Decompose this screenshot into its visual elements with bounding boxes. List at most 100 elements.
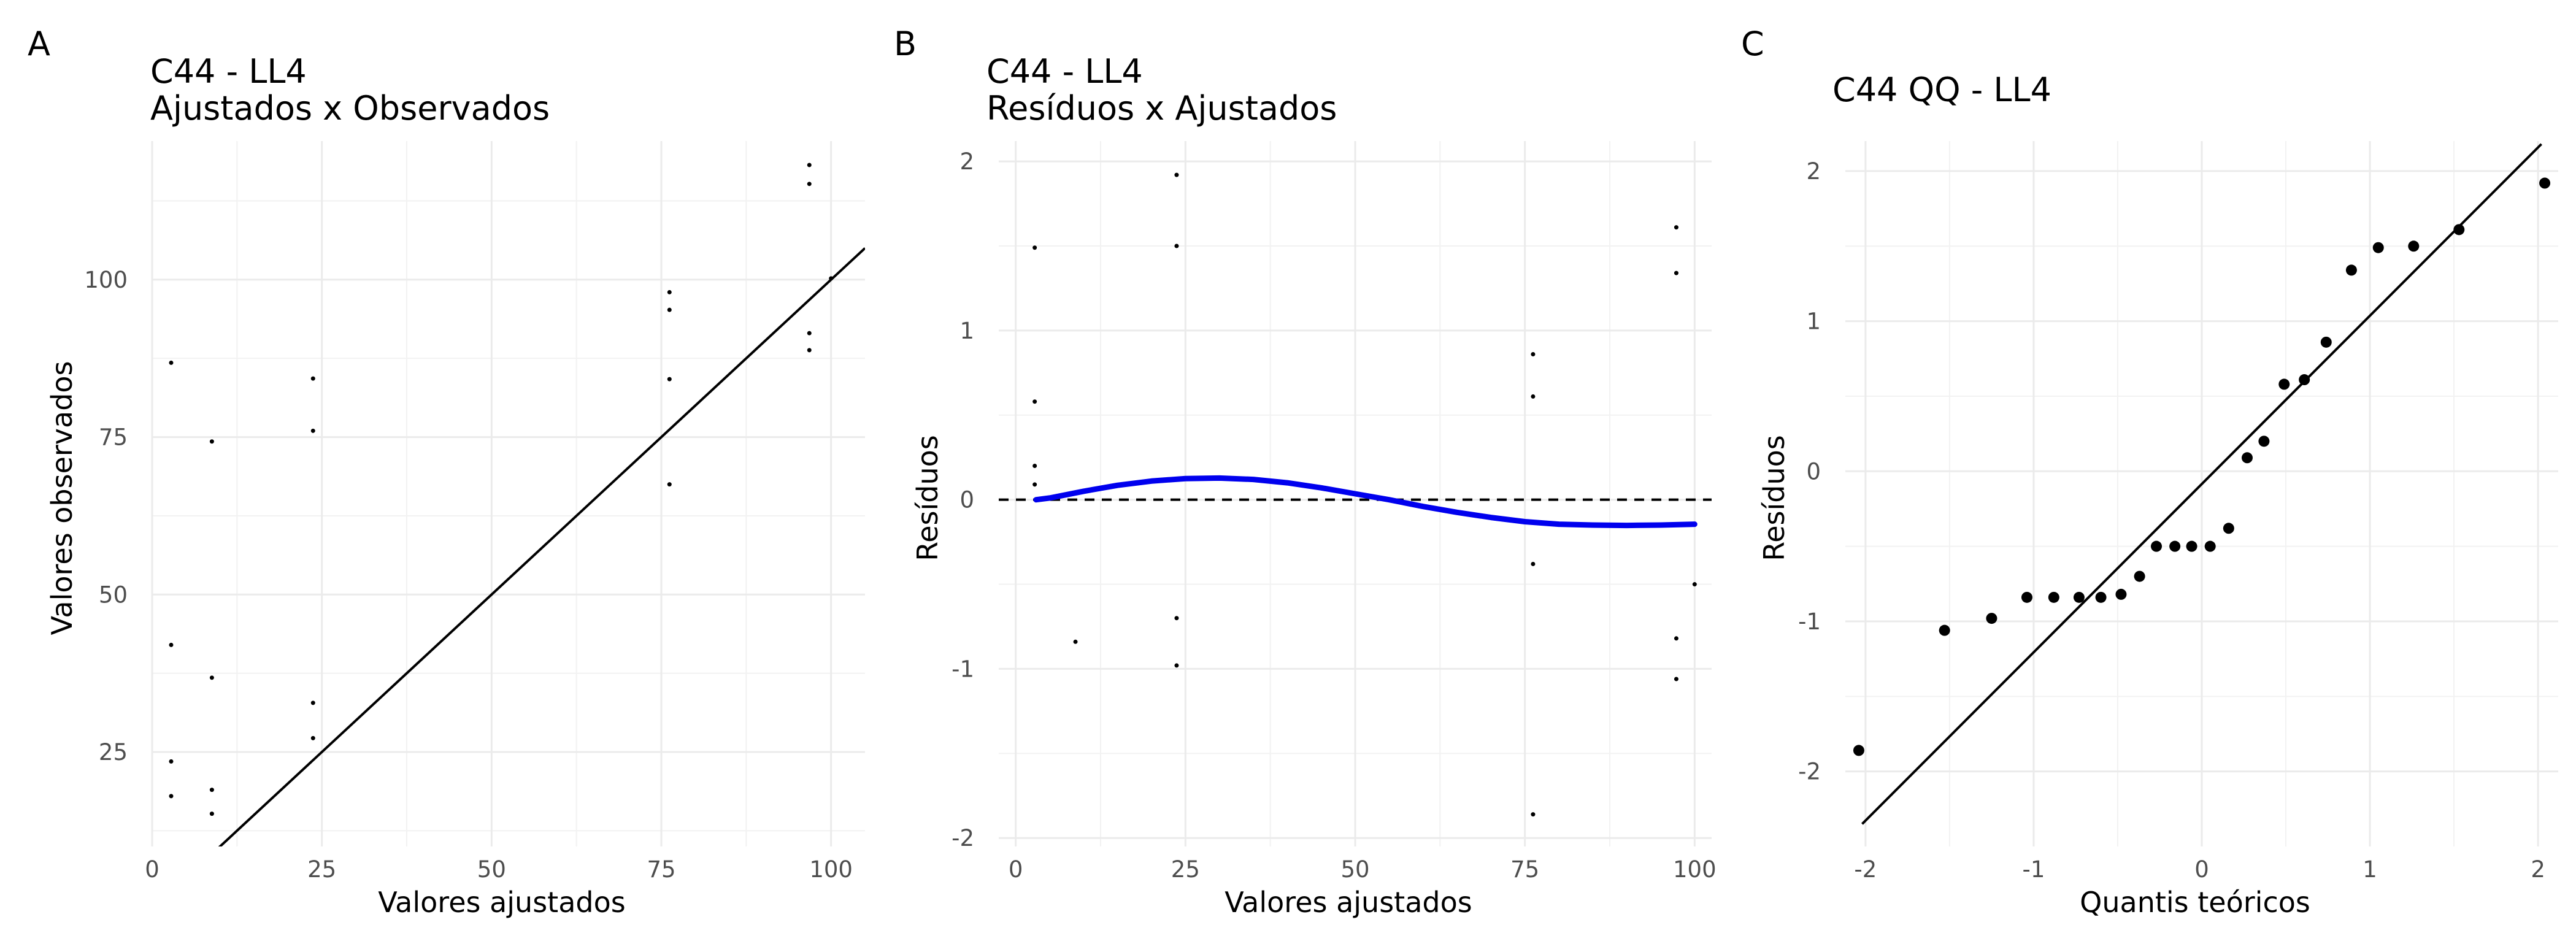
data-point	[169, 759, 174, 764]
data-point	[1032, 482, 1037, 487]
x-tick-label: 100	[809, 856, 853, 883]
panel-c-xlabel: Quantis teóricos	[2080, 886, 2310, 919]
data-point	[209, 812, 214, 816]
y-tick-label: 75	[99, 424, 128, 451]
data-point	[1531, 351, 1536, 356]
panel-a: A C44 - LL4 Ajustados x Observados 0 25 50…	[28, 25, 865, 919]
x-tick-label: 75	[647, 856, 675, 883]
data-point	[310, 376, 315, 381]
plot-layer	[999, 172, 1712, 817]
data-point	[667, 290, 672, 294]
panel-a-tag: A	[28, 25, 50, 63]
panel-b-ylabel: Resíduos	[911, 435, 944, 561]
data-point	[2408, 240, 2420, 252]
x-tick-label: 2	[2531, 856, 2545, 883]
panel-a-title-line-1: C44 - LL4	[150, 52, 307, 91]
panel-c-plot: -2 -1 0 1 2 -2 -1 0 1 2	[1798, 141, 2558, 883]
x-tick-label: 75	[1510, 856, 1539, 883]
data-point	[807, 163, 812, 167]
data-point	[2169, 540, 2181, 552]
x-tick-label: -2	[1854, 856, 1877, 883]
data-point	[1939, 624, 1950, 636]
data-point	[310, 700, 315, 705]
data-point	[2204, 540, 2216, 552]
data-point	[1174, 244, 1179, 248]
data-point	[829, 276, 834, 281]
data-point	[2048, 591, 2059, 603]
y-tick-label: 25	[99, 739, 128, 766]
data-point	[1174, 616, 1179, 621]
data-point	[1073, 639, 1078, 644]
y-tick-label: 2	[959, 148, 974, 175]
data-point	[1531, 812, 1536, 817]
panel-c: C C44 QQ - LL4 -2 -1 0 1 2 -2 -1 0 1 2 Quantis te…	[1741, 25, 2558, 919]
data-point	[667, 307, 672, 312]
reference-line	[1861, 143, 2543, 825]
data-point	[1032, 463, 1037, 468]
x-tick-label: 0	[145, 856, 160, 883]
x-tick-label: 25	[1171, 856, 1200, 883]
data-point	[2299, 374, 2310, 386]
data-point	[2073, 591, 2085, 603]
data-point	[209, 439, 214, 444]
smooth-curve	[1033, 475, 1697, 529]
y-tick-label: 0	[959, 487, 974, 513]
data-point	[209, 675, 214, 680]
y-tick-label: -1	[1798, 608, 1821, 635]
data-point	[2278, 378, 2290, 390]
y-tick-label: 1	[959, 318, 974, 344]
data-point	[209, 788, 214, 792]
data-point	[169, 642, 174, 647]
data-point	[667, 482, 672, 487]
data-point	[2151, 540, 2163, 552]
data-point	[2095, 591, 2107, 603]
data-point	[1986, 613, 1997, 624]
y-tick-label: 2	[1806, 158, 1821, 185]
data-point	[807, 348, 812, 353]
x-tick-label: -1	[2022, 856, 2045, 883]
data-point	[1674, 225, 1678, 230]
data-point	[310, 735, 315, 740]
data-point	[807, 182, 812, 186]
y-tick-label: -2	[1798, 759, 1821, 785]
y-tick-label: 1	[1806, 309, 1821, 335]
data-point	[807, 331, 812, 336]
panel-b: B C44 - LL4 Resíduos x Ajustados 0 25 50 75…	[894, 25, 1717, 919]
data-point	[1674, 677, 1678, 681]
y-tick-label: -2	[952, 825, 974, 851]
y-tick-label: 0	[1806, 458, 1821, 485]
data-point	[2115, 588, 2127, 600]
data-point	[2320, 336, 2332, 348]
data-point	[2258, 436, 2270, 447]
y-tick-label: -1	[952, 656, 974, 682]
x-tick-label: 0	[2194, 856, 2209, 883]
data-point	[1692, 582, 1697, 587]
data-point	[1674, 271, 1678, 275]
y-tick-label: 100	[84, 267, 128, 293]
x-tick-label: 25	[307, 856, 336, 883]
y-tick-label: 50	[99, 581, 128, 608]
data-point	[169, 794, 174, 799]
data-point	[2372, 242, 2384, 253]
data-point	[2345, 264, 2357, 276]
panel-b-plot: 0 25 50 75 100 -2 -1 0 1 2	[952, 141, 1717, 883]
panel-b-title-line-1: C44 - LL4	[986, 52, 1143, 91]
data-point	[1853, 745, 1864, 756]
data-point	[2223, 523, 2234, 534]
panel-a-ylabel: Valores observados	[45, 361, 79, 635]
data-point	[1531, 394, 1536, 399]
data-point	[2453, 224, 2465, 236]
data-point	[169, 360, 174, 365]
data-point	[1032, 399, 1037, 404]
data-point	[667, 377, 672, 382]
data-point	[2539, 177, 2551, 189]
x-tick-label: 50	[1340, 856, 1369, 883]
panel-a-title-line-2: Ajustados x Observados	[150, 89, 550, 128]
panel-c-tag: C	[1741, 25, 1764, 63]
panel-a-xlabel: Valores ajustados	[378, 886, 625, 919]
plot-layer	[1853, 143, 2551, 825]
panel-b-xlabel: Valores ajustados	[1225, 886, 1472, 919]
data-point	[310, 428, 315, 433]
x-tick-label: 50	[477, 856, 506, 883]
